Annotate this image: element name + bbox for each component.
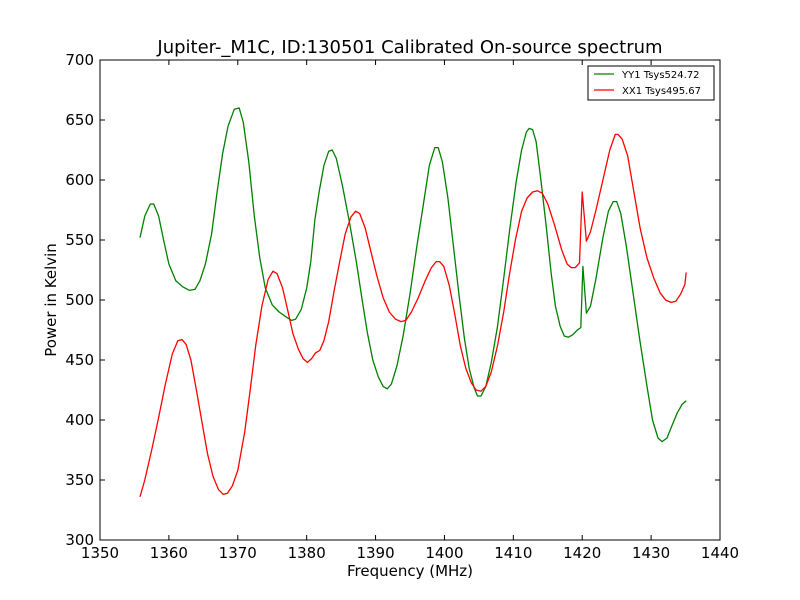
y-tick-label-5: 550 xyxy=(65,231,94,249)
y-tick-label-3: 450 xyxy=(65,351,94,369)
x-tick-label-8: 1430 xyxy=(632,544,670,562)
x-axis-label: Frequency (MHz) xyxy=(347,562,473,580)
y-tick-label-2: 400 xyxy=(65,411,94,429)
legend-label-1: XX1 Tsys495.67 xyxy=(622,86,701,97)
x-tick-label-9: 1440 xyxy=(701,544,739,562)
y-tick-label-7: 650 xyxy=(65,111,94,129)
legend: YY1 Tsys524.72 XX1 Tsys495.67 xyxy=(587,65,715,101)
y-tick-label-6: 600 xyxy=(65,171,94,189)
x-tick-label-1: 1360 xyxy=(150,544,188,562)
y-tick-label-0: 300 xyxy=(65,531,94,549)
y-tick-label-1: 350 xyxy=(65,471,94,489)
plot-area xyxy=(100,60,720,540)
series-line-0 xyxy=(139,107,687,443)
legend-label-0: YY1 Tsys524.72 xyxy=(621,70,700,81)
x-tick-label-4: 1390 xyxy=(356,544,394,562)
x-tick-label-7: 1420 xyxy=(563,544,601,562)
chart-title: Jupiter-_M1C, ID:130501 Calibrated On-so… xyxy=(156,37,662,58)
x-tick-label-5: 1400 xyxy=(425,544,463,562)
y-axis-label: Power in Kelvin xyxy=(42,243,60,357)
ticks-layer: 1350 1360 1370 1380 1390 1400 1410 1420 1430 1440… xyxy=(65,51,739,562)
x-tick-label-0: 1350 xyxy=(81,544,119,562)
y-tick-label-8: 700 xyxy=(65,51,94,69)
plot-background xyxy=(100,60,720,540)
legend-box xyxy=(587,65,715,101)
plot-frame xyxy=(99,59,721,541)
series-line-1 xyxy=(139,133,687,497)
x-tick-label-3: 1380 xyxy=(288,544,326,562)
x-tick-label-2: 1370 xyxy=(219,544,257,562)
y-tick-label-4: 500 xyxy=(65,291,94,309)
x-tick-label-6: 1410 xyxy=(494,544,532,562)
series-layer xyxy=(139,107,687,497)
